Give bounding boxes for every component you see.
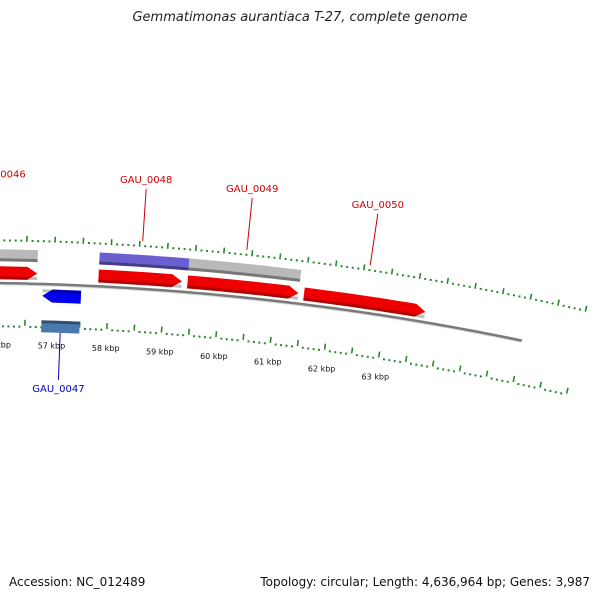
feature-shadow-1 [0, 258, 38, 263]
gene-shadow-GAU_0048 [98, 279, 182, 288]
major-tick [404, 355, 408, 362]
gene-label-GAU_0047: GAU_0047 [32, 384, 84, 395]
gene-GAU_0050 [303, 287, 426, 317]
major-tick [323, 343, 327, 350]
major-tick [557, 299, 560, 306]
feature-track [0, 249, 302, 334]
major-tick [215, 331, 218, 338]
genome-backbone [0, 281, 523, 343]
gene-shadow-GAU_0049 [187, 285, 299, 300]
major-tick [501, 288, 505, 295]
major-tick [458, 365, 462, 372]
gene-GAU_0046 [0, 266, 38, 280]
gene-label-GAU_0049: GAU_0049 [226, 184, 278, 195]
feature-shadow-3 [188, 267, 301, 282]
leader-GAU_0049 [246, 197, 253, 250]
leader-GAU_0050 [369, 213, 379, 266]
major-tick [431, 360, 435, 367]
feature-bar-2 [99, 252, 190, 271]
scale-label-59: 59 kbp [146, 347, 174, 356]
feature-shadow-2 [99, 261, 189, 271]
feature-shadow-4 [41, 320, 80, 325]
gene-shadow-GAU_0050 [303, 297, 425, 319]
gene-label-GAU_0048: GAU_0048 [120, 175, 172, 186]
feature-bar-1 [0, 249, 38, 263]
scale-label-61: 61 kbp [254, 358, 282, 367]
major-tick [194, 244, 198, 252]
gene-GAU_0048 [98, 269, 182, 288]
major-tick [251, 250, 254, 257]
major-tick [335, 260, 338, 267]
gene-label-GAU_0050: GAU_0050 [352, 200, 404, 211]
top-tick-ring [3, 235, 588, 312]
backbone-highlight [0, 284, 522, 343]
major-tick [485, 370, 489, 377]
gene-GAU_0049 [187, 275, 299, 299]
major-tick [584, 305, 588, 312]
major-tick [474, 282, 477, 289]
genome-summary: Topology: circular; Length: 4,636,964 bp… [260, 575, 590, 589]
gene-shadow-GAU_0046 [0, 276, 38, 281]
scale-label-58: 58 kbp [92, 344, 120, 353]
bottom-tick-ring [1, 319, 569, 395]
major-tick [296, 340, 300, 347]
gene-shadow-GAU_0047 [42, 289, 82, 294]
major-tick [279, 253, 282, 260]
major-tick [223, 247, 226, 254]
major-tick [529, 293, 533, 300]
major-tick [350, 347, 354, 354]
feature-bar-3 [188, 258, 302, 282]
scale-label-60: 60 kbp [200, 352, 228, 361]
major-tick [418, 272, 422, 280]
leader-GAU_0047 [57, 332, 61, 380]
major-tick [377, 351, 381, 358]
scale-label-56: 56 kbp [0, 340, 11, 349]
gene-label-GAU_0046: GAU_0046 [0, 169, 26, 180]
scale-label-63: 63 kbp [362, 372, 390, 381]
backbone-outer [0, 281, 523, 343]
gene-GAU_0047 [42, 289, 82, 304]
major-tick [187, 328, 190, 335]
map-title: Gemmatimonas aurantiaca T-27, complete g… [132, 10, 468, 25]
major-tick [446, 277, 450, 284]
major-tick [512, 375, 516, 383]
major-tick [362, 264, 366, 271]
accession-label: Accession: NC_012489 [9, 575, 146, 589]
major-tick [269, 336, 272, 343]
major-tick [390, 268, 394, 275]
major-tick [565, 387, 569, 394]
gene-track [0, 266, 426, 319]
feature-bar-4 [41, 320, 80, 334]
leader-GAU_0048 [142, 189, 147, 242]
major-tick [307, 256, 310, 263]
major-tick [539, 381, 543, 388]
scale-label-57: 57 kbp [38, 342, 66, 351]
gene-labels: GAU_0044GAU_0045GAU_0046GAU_0047GAU_0048… [0, 169, 404, 395]
major-tick [242, 333, 245, 340]
scale-label-62: 62 kbp [308, 364, 336, 373]
